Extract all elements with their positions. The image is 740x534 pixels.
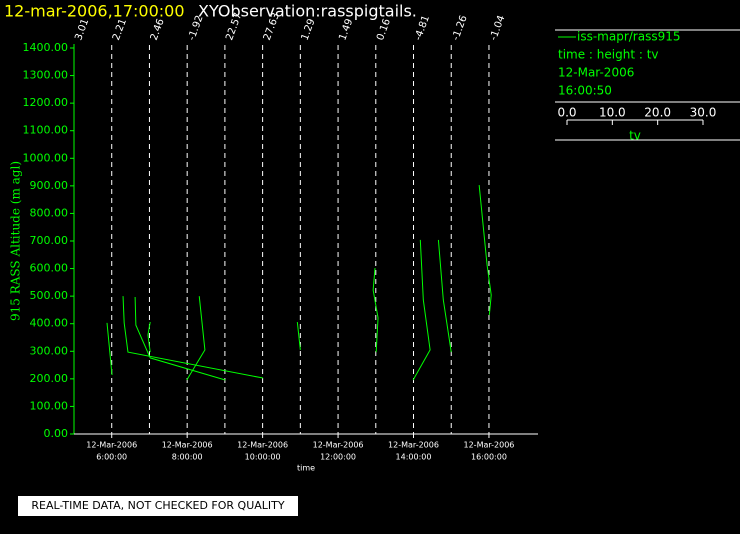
y-tick-label: 600.00 <box>30 262 69 275</box>
footer-box <box>18 496 298 516</box>
legend-fields: time : height : tv <box>558 48 659 62</box>
trace <box>296 322 301 350</box>
legend-time: 16:00:50 <box>558 84 612 98</box>
y-tick-label: 700.00 <box>30 234 69 247</box>
trace <box>106 322 113 376</box>
legend-scale-label: tv <box>629 129 641 143</box>
y-axis-label: 915 RASS Altitude (m agl) <box>9 161 23 321</box>
legend-name: iss-mapr/rass915 <box>577 30 681 44</box>
x-tick-label: 12:00:00 <box>320 453 356 462</box>
trace <box>412 239 431 381</box>
y-tick-label: 900.00 <box>30 179 69 192</box>
header-name: XYObservation:rasspigtails. <box>198 2 417 21</box>
y-tick-label: 1000.00 <box>23 151 69 164</box>
trace <box>134 296 226 381</box>
footer-note: REAL-TIME DATA, NOT CHECKED FOR QUALITY <box>31 499 285 512</box>
y-tick-label: 1200.00 <box>23 96 69 109</box>
legend-scale-tick-label: 0.0 <box>557 106 576 120</box>
x-tick-label: 12-Mar-2006 <box>313 441 364 450</box>
y-tick-label: 0.00 <box>44 427 69 440</box>
trace <box>478 184 492 315</box>
trace <box>147 321 151 353</box>
y-tick-label: 300.00 <box>30 344 69 357</box>
legend-scale-tick-label: 20.0 <box>644 106 671 120</box>
trace <box>372 267 379 353</box>
x-axis-label: time <box>297 464 315 473</box>
x-tick-label: 12-Mar-2006 <box>388 441 439 450</box>
x-tick-label: 12-Mar-2006 <box>464 441 515 450</box>
trace <box>437 239 452 353</box>
header-date: 12-mar-2006,17:00:00 <box>4 2 185 21</box>
x-tick-label: 8:00:00 <box>172 453 203 462</box>
legend-scale-tick-label: 10.0 <box>599 106 626 120</box>
y-tick-label: 400.00 <box>30 317 69 330</box>
legend-scale-tick-label: 30.0 <box>690 106 717 120</box>
y-tick-label: 1400.00 <box>23 41 69 54</box>
x-tick-label: 12-Mar-2006 <box>162 441 213 450</box>
x-tick-label: 14:00:00 <box>396 453 432 462</box>
x-tick-label: 12-Mar-2006 <box>237 441 288 450</box>
legend-date: 12-Mar-2006 <box>558 66 634 80</box>
y-tick-label: 500.00 <box>30 289 69 302</box>
x-tick-label: 12-Mar-2006 <box>86 441 137 450</box>
trace <box>186 296 206 381</box>
y-tick-label: 1300.00 <box>23 69 69 82</box>
x-tick-label: 10:00:00 <box>245 453 281 462</box>
y-tick-label: 1100.00 <box>23 124 69 137</box>
y-tick-label: 800.00 <box>30 206 69 219</box>
y-tick-label: 100.00 <box>30 399 69 412</box>
x-tick-label: 6:00:00 <box>96 453 127 462</box>
y-tick-label: 200.00 <box>30 372 69 385</box>
x-tick-label: 16:00:00 <box>471 453 507 462</box>
